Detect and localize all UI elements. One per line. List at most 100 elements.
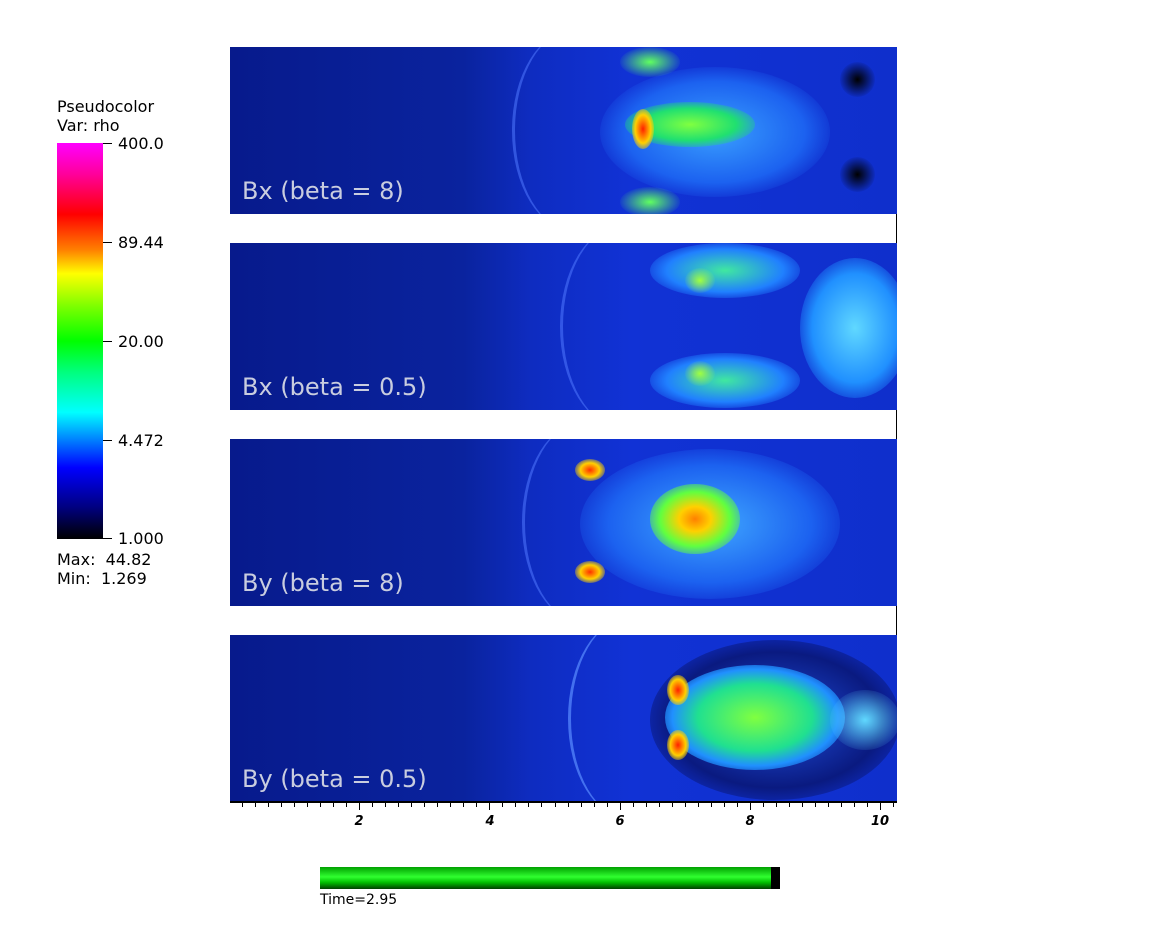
shock-front xyxy=(560,243,683,410)
x-axis-tick xyxy=(763,803,764,807)
x-axis-tick xyxy=(750,803,751,810)
panel-gap xyxy=(230,410,897,439)
panel-bx-beta-8: Bx (beta = 8) xyxy=(230,47,897,214)
x-tick-label: 4 xyxy=(485,814,495,829)
x-tick-label: 8 xyxy=(745,814,755,829)
x-axis-tick xyxy=(711,803,712,807)
x-axis xyxy=(230,801,897,803)
x-axis-tick xyxy=(255,803,256,807)
panel-bx-beta-0-5: Bx (beta = 0.5) xyxy=(230,243,897,410)
x-axis-tick xyxy=(828,803,829,807)
time-progress-bar xyxy=(320,867,780,889)
x-axis-tick xyxy=(659,803,660,807)
hot-spot xyxy=(667,675,689,705)
x-axis-tick xyxy=(815,803,816,807)
colorbar-tick xyxy=(103,440,112,441)
x-axis-tick xyxy=(633,803,634,807)
hot-spot xyxy=(667,730,689,760)
x-axis-tick xyxy=(724,803,725,807)
x-axis-tick xyxy=(268,803,269,807)
x-axis-tick xyxy=(802,803,803,807)
x-axis-tick xyxy=(568,803,569,807)
panel-label: Bx (beta = 0.5) xyxy=(242,373,427,401)
colorbar-tick xyxy=(103,538,112,539)
x-axis-tick xyxy=(685,803,686,807)
panel-label: Bx (beta = 8) xyxy=(242,177,404,205)
x-axis-tick xyxy=(411,803,412,807)
x-tick-label: 6 xyxy=(615,814,625,829)
x-axis-tick xyxy=(594,803,595,807)
colorbar-label: 20.00 xyxy=(118,332,164,351)
colorbar xyxy=(57,143,103,539)
x-axis-tick xyxy=(437,803,438,807)
x-axis-tick xyxy=(854,803,855,807)
x-axis-tick xyxy=(346,803,347,807)
legend-title: Pseudocolor Var: rho xyxy=(57,97,154,135)
x-axis-tick xyxy=(333,803,334,807)
x-axis-tick xyxy=(867,803,868,807)
x-axis-tick xyxy=(372,803,373,807)
x-axis-tick xyxy=(515,803,516,807)
x-axis-tick xyxy=(281,803,282,807)
x-tick-label: 10 xyxy=(870,814,890,829)
x-axis-tick xyxy=(737,803,738,807)
x-axis-tick xyxy=(607,803,608,807)
x-axis-tick xyxy=(555,803,556,807)
colorbar-tick xyxy=(103,242,112,243)
x-axis-tick xyxy=(294,803,295,807)
x-axis-tick xyxy=(307,803,308,807)
x-axis-tick xyxy=(880,803,881,810)
filament xyxy=(620,187,680,214)
panel-by-beta-8: By (beta = 8) xyxy=(230,439,897,606)
x-axis-tick xyxy=(359,803,360,810)
shock-front xyxy=(568,635,691,802)
panel-by-beta-0-5: By (beta = 0.5) xyxy=(230,635,897,802)
turbulent-region xyxy=(800,258,897,398)
x-axis-tick xyxy=(242,803,243,807)
colorbar-tick xyxy=(103,143,112,144)
colorbar-label: 89.44 xyxy=(118,233,164,252)
x-axis-tick xyxy=(424,803,425,807)
filament xyxy=(650,243,800,298)
void xyxy=(840,62,875,97)
panel-label: By (beta = 0.5) xyxy=(242,765,427,793)
filament xyxy=(620,47,680,77)
time-progress-fill xyxy=(320,867,771,889)
time-label: Time=2.95 xyxy=(320,892,398,908)
x-axis-tick xyxy=(789,803,790,807)
panel-gap xyxy=(230,214,897,243)
hot-spot xyxy=(632,109,654,149)
x-axis-tick xyxy=(476,803,477,807)
dense-core xyxy=(685,361,715,386)
void xyxy=(840,157,875,192)
x-axis-tick xyxy=(841,803,842,807)
x-axis-tick xyxy=(463,803,464,807)
colorbar-tick xyxy=(103,341,112,342)
hot-spot xyxy=(575,561,605,583)
x-axis-tick xyxy=(672,803,673,807)
x-axis-tick xyxy=(385,803,386,807)
x-tick-label: 2 xyxy=(354,814,364,829)
shock-front xyxy=(512,47,635,214)
legend-variable: Var: rho xyxy=(57,116,120,135)
x-axis-tick xyxy=(893,803,894,807)
x-axis-tick xyxy=(581,803,582,807)
jet-tail xyxy=(830,690,897,750)
shock-front xyxy=(522,439,645,606)
colorbar-label: 400.0 xyxy=(118,134,164,153)
hot-spot xyxy=(575,459,605,481)
x-axis-tick xyxy=(320,803,321,807)
filament xyxy=(650,353,800,408)
x-axis-tick xyxy=(698,803,699,807)
x-axis-tick xyxy=(541,803,542,807)
x-axis-tick xyxy=(489,803,490,810)
x-axis-tick xyxy=(450,803,451,807)
x-axis-tick xyxy=(502,803,503,807)
x-axis-tick xyxy=(620,803,621,810)
panel-label: By (beta = 8) xyxy=(242,569,404,597)
x-axis-tick xyxy=(528,803,529,807)
dense-core xyxy=(650,484,740,554)
panel-gap xyxy=(230,606,897,635)
legend-plot-type: Pseudocolor xyxy=(57,97,155,116)
x-axis-tick xyxy=(646,803,647,807)
